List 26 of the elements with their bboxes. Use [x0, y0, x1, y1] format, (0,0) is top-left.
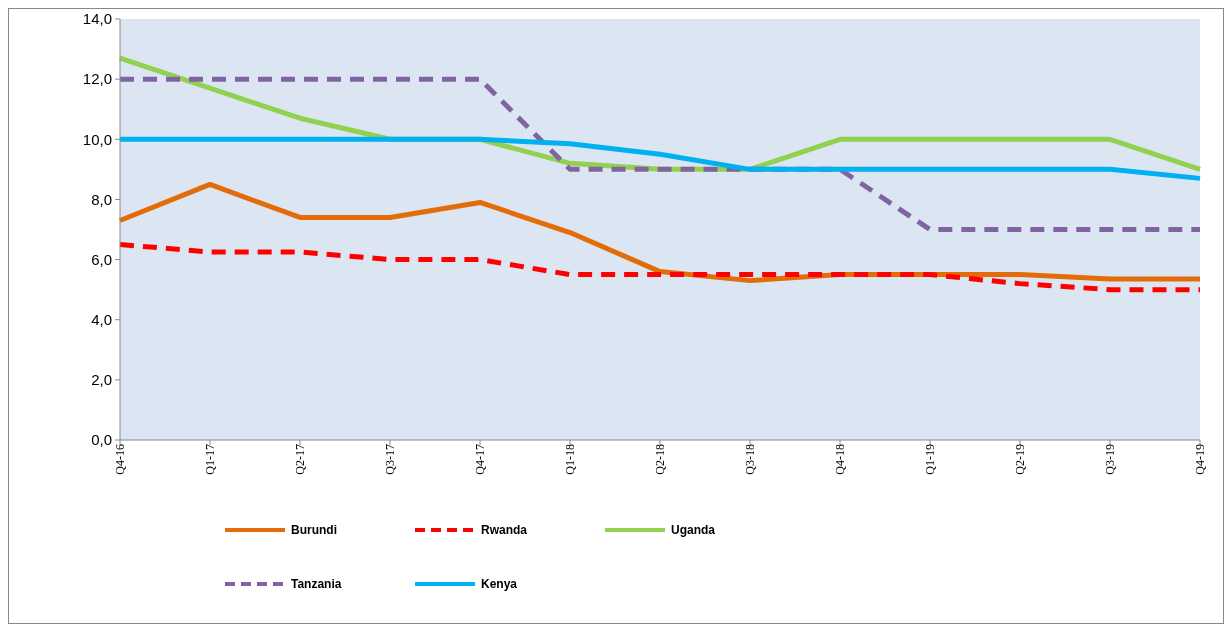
x-tick-label: Q3-17	[383, 444, 397, 475]
x-tick-label: Q2-17	[293, 444, 307, 475]
y-tick-label: 4,0	[91, 310, 112, 328]
legend-label: Uganda	[671, 523, 716, 538]
legend-label: Kenya	[481, 577, 518, 592]
x-tick-label: Q1-17	[203, 444, 217, 475]
x-tick-label: Q4-17	[473, 444, 487, 475]
y-tick-label: 6,0	[91, 250, 112, 268]
x-tick-label: Q3-18	[743, 444, 757, 475]
x-tick-label: Q4-18	[833, 444, 847, 475]
legend-label: Tanzania	[291, 577, 342, 592]
x-tick-label: Q1-19	[923, 444, 937, 475]
x-tick-label: Q2-18	[653, 444, 667, 475]
y-tick-label: 12,0	[82, 70, 112, 88]
legend-label: Rwanda	[481, 523, 528, 538]
x-tick-label: Q3-19	[1103, 444, 1117, 475]
x-tick-label: Q4-16	[113, 444, 127, 475]
y-tick-label: 0,0	[91, 431, 112, 449]
x-tick-label: Q2-19	[1013, 444, 1027, 475]
y-tick-label: 2,0	[91, 371, 112, 389]
legend-label: Burundi	[291, 523, 337, 538]
x-tick-label: Q4-19	[1193, 444, 1207, 475]
x-tick-label: Q1-18	[563, 444, 577, 475]
y-tick-label: 10,0	[82, 130, 112, 148]
y-tick-label: 8,0	[91, 190, 112, 208]
y-tick-label: 14,0	[82, 10, 112, 28]
